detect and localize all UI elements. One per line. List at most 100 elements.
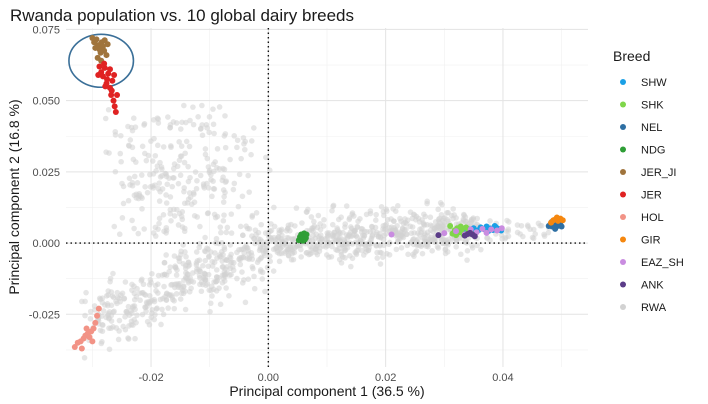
data-point-hol — [71, 344, 78, 351]
data-point-rwa — [276, 227, 282, 234]
data-point-rwa — [252, 227, 259, 233]
data-point-rwa — [464, 257, 470, 263]
data-point-rwa — [167, 210, 174, 217]
data-point-rwa — [142, 150, 148, 157]
data-point-rwa — [216, 252, 223, 258]
data-point-rwa — [318, 235, 325, 242]
data-point-rwa — [182, 288, 188, 295]
data-point-rwa — [193, 249, 200, 255]
data-point-rwa — [152, 152, 159, 159]
data-point-rwa — [220, 217, 227, 224]
data-point-rwa — [222, 179, 229, 185]
data-point-rwa — [469, 245, 476, 251]
data-point-rwa — [248, 151, 254, 158]
data-point-rwa — [372, 224, 379, 231]
data-point-rwa — [125, 303, 132, 310]
data-point-rwa — [243, 223, 249, 230]
data-point-rwa — [206, 129, 212, 136]
data-point-hol — [86, 334, 93, 341]
x-tick-label: 0.04 — [492, 372, 513, 384]
data-point-rwa — [160, 311, 167, 318]
legend-label-shw: SHW — [641, 77, 667, 89]
data-point-rwa — [201, 185, 208, 191]
data-point-rwa — [205, 263, 212, 270]
data-point-rwa — [268, 227, 275, 234]
data-point-rwa — [227, 254, 233, 260]
data-point-rwa — [390, 206, 396, 212]
data-point-rwa — [303, 209, 310, 215]
data-point-rwa — [281, 250, 288, 256]
data-point-rwa — [131, 290, 138, 297]
data-point-rwa — [96, 295, 103, 302]
data-point-rwa — [212, 250, 218, 256]
data-point-rwa — [249, 212, 256, 219]
data-point-rwa — [130, 115, 137, 122]
data-point-rwa — [168, 292, 175, 298]
highlight-ellipse — [68, 33, 135, 89]
data-point-rwa — [221, 244, 228, 251]
data-point-rwa — [139, 143, 146, 150]
data-point-rwa — [383, 231, 389, 237]
data-point-rwa — [270, 268, 277, 274]
data-point-rwa — [199, 132, 206, 139]
data-point-rwa — [202, 146, 209, 152]
data-point-rwa — [185, 178, 192, 185]
chart-title: Rwanda population vs. 10 global dairy br… — [10, 6, 354, 25]
data-point-rwa — [409, 224, 416, 230]
data-point-rwa — [342, 241, 348, 248]
data-point-rwa — [415, 236, 421, 242]
data-point-rwa — [245, 172, 251, 179]
data-point-gir — [559, 217, 566, 224]
data-point-rwa — [537, 222, 544, 229]
data-point-rwa — [119, 290, 126, 297]
data-point-rwa — [249, 263, 256, 270]
data-point-rwa — [199, 102, 205, 109]
data-point-rwa — [351, 231, 357, 238]
x-tick-label: -0.02 — [139, 372, 164, 384]
legend-swatch-ank — [620, 281, 626, 288]
data-point-rwa — [352, 239, 359, 246]
data-point-rwa — [213, 274, 220, 280]
data-point-rwa — [435, 206, 441, 213]
data-point-rwa — [177, 296, 184, 302]
data-point-rwa — [424, 232, 431, 239]
data-point-rwa — [125, 197, 132, 204]
data-point-jer — [112, 109, 119, 116]
data-point-rwa — [196, 268, 203, 274]
data-point-rwa — [361, 228, 368, 235]
data-point-rwa — [221, 212, 227, 218]
data-point-rwa — [177, 172, 184, 179]
data-point-rwa — [83, 289, 89, 296]
data-point-rwa — [242, 299, 249, 306]
data-point-rwa — [268, 221, 274, 227]
data-point-rwa — [204, 245, 210, 252]
data-point-rwa — [152, 224, 159, 231]
data-point-rwa — [197, 223, 203, 230]
data-point-rwa — [421, 211, 427, 218]
data-point-ank — [467, 229, 474, 236]
data-point-rwa — [197, 240, 203, 247]
data-point-rwa — [180, 260, 187, 267]
data-point-rwa — [187, 117, 193, 124]
data-point-rwa — [442, 247, 449, 253]
data-point-rwa — [541, 233, 548, 239]
data-point-rwa — [193, 185, 200, 192]
data-point-rwa — [160, 212, 167, 218]
data-point-rwa — [211, 130, 217, 137]
data-point-rwa — [348, 263, 354, 270]
y-tick-label: 0.075 — [32, 24, 60, 36]
data-point-rwa — [210, 178, 216, 184]
data-point-rwa — [321, 217, 327, 223]
data-point-rwa — [159, 272, 166, 278]
data-point-rwa — [230, 186, 237, 193]
data-point-rwa — [258, 254, 265, 261]
data-point-rwa — [167, 206, 174, 213]
data-point-rwa — [174, 267, 180, 273]
data-point-rwa — [146, 292, 153, 299]
data-point-rwa — [505, 226, 512, 232]
data-point-rwa — [163, 200, 170, 206]
data-point-rwa — [487, 218, 493, 224]
data-point-rwa — [115, 336, 122, 343]
data-point-rwa — [211, 279, 217, 285]
data-point-jer — [111, 103, 118, 110]
